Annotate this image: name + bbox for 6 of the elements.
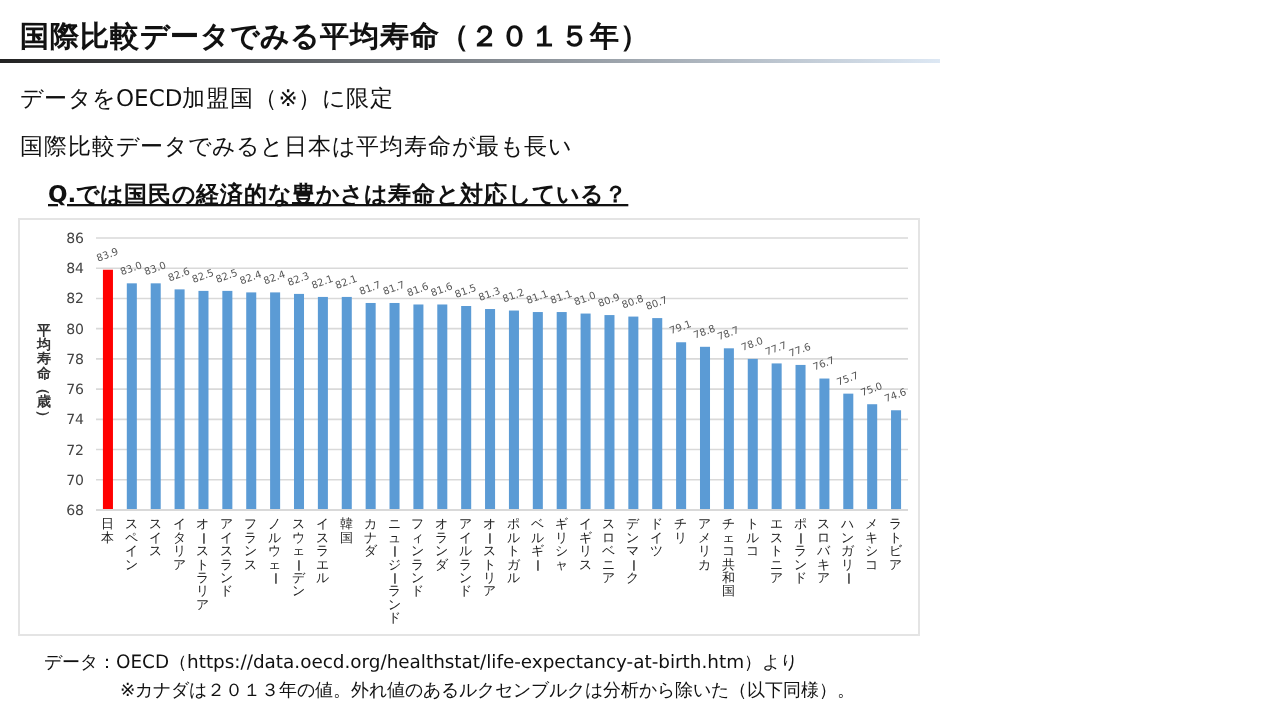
text: 国際比較データでみると日本は平均寿命が最も長い [20, 132, 572, 160]
chart-subtitle: Q.では国民の経済的な豊かさは寿命と対応している？ [48, 180, 629, 208]
text: データをOECD加盟国（※）に限定 [20, 84, 394, 112]
text: ※カナダは２０１３年の値。外れ値のあるルクセンブルクは分析から除いた（以下同様）。 [120, 680, 856, 702]
chart-title: 国際比較データでみる平均寿命（２０１５年） [20, 20, 650, 54]
text: データ：OECD（https://data.oecd.org/healthstat/life-expectancy-at-birth.htm）より [44, 652, 799, 674]
